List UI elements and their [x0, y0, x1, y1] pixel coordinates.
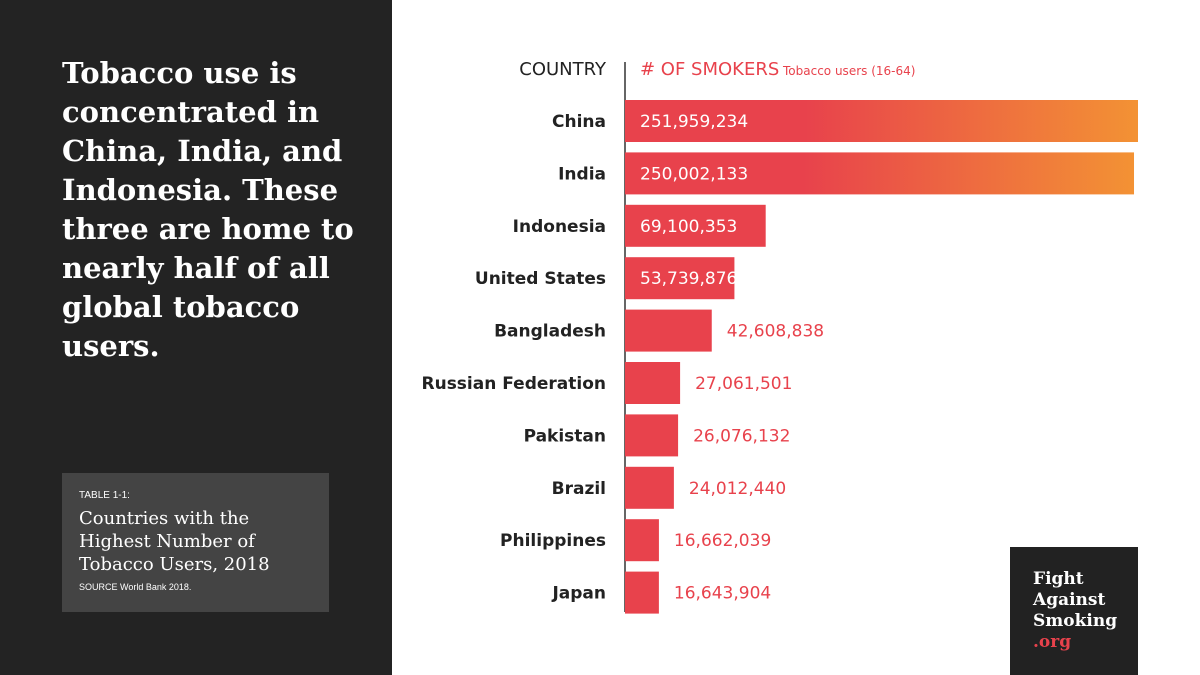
- logo: Fight Against Smoking .org: [1010, 547, 1138, 675]
- table-label: TABLE 1-1:: [79, 490, 130, 501]
- logo-text: Fight: [1033, 569, 1084, 589]
- value-label: 26,076,132: [693, 426, 790, 446]
- source-note: SOURCE World Bank 2018.: [79, 582, 192, 592]
- value-subheader: Tobacco users (16-64): [782, 64, 915, 78]
- value-header: # OF SMOKERS: [640, 59, 779, 80]
- bar-russian-federation: [625, 362, 681, 404]
- value-label: 53,739,876: [640, 269, 737, 289]
- left-panel: Tobacco use is concentrated in China, In…: [0, 0, 392, 675]
- category-label: Indonesia: [513, 217, 606, 237]
- bar-philippines: [625, 519, 659, 562]
- table-caption-box: TABLE 1-1: Countries with the Highest Nu…: [62, 473, 329, 612]
- bar-united-states: [625, 257, 735, 300]
- category-label: Philippines: [500, 531, 606, 551]
- bar-brazil: [625, 466, 674, 509]
- value-label: 251,959,234: [640, 112, 748, 132]
- value-label: 16,662,039: [674, 531, 771, 551]
- category-label: Pakistan: [524, 426, 606, 446]
- category-label: India: [558, 164, 606, 184]
- category-label: United States: [475, 269, 606, 289]
- category-label: China: [552, 112, 606, 132]
- bar-indonesia: [625, 204, 766, 247]
- bar-india: [625, 152, 1135, 195]
- logo-text: Against: [1033, 590, 1106, 610]
- value-label: 27,061,501: [695, 374, 792, 394]
- category-label: Russian Federation: [422, 374, 607, 394]
- value-label: 250,002,133: [640, 164, 748, 184]
- headline: Tobacco use is concentrated in China, In…: [62, 56, 354, 363]
- logo-text: Smoking: [1033, 611, 1118, 631]
- logo-text: .org: [1033, 632, 1072, 652]
- bar-china: [625, 100, 1138, 142]
- category-label: Brazil: [552, 479, 606, 499]
- category-label: Japan: [551, 584, 606, 604]
- category-label: Bangladesh: [494, 322, 606, 342]
- bar-japan: [625, 571, 659, 614]
- bar-bangladesh: [625, 309, 712, 352]
- value-label: 69,100,353: [640, 217, 737, 237]
- category-header: COUNTRY: [519, 59, 607, 80]
- value-label: 16,643,904: [674, 584, 771, 604]
- chart-title: Countries with the Highest Number of Tob…: [79, 508, 270, 575]
- value-label: 24,012,440: [689, 479, 786, 499]
- bar-pakistan: [625, 414, 679, 457]
- value-label: 42,608,838: [727, 322, 824, 342]
